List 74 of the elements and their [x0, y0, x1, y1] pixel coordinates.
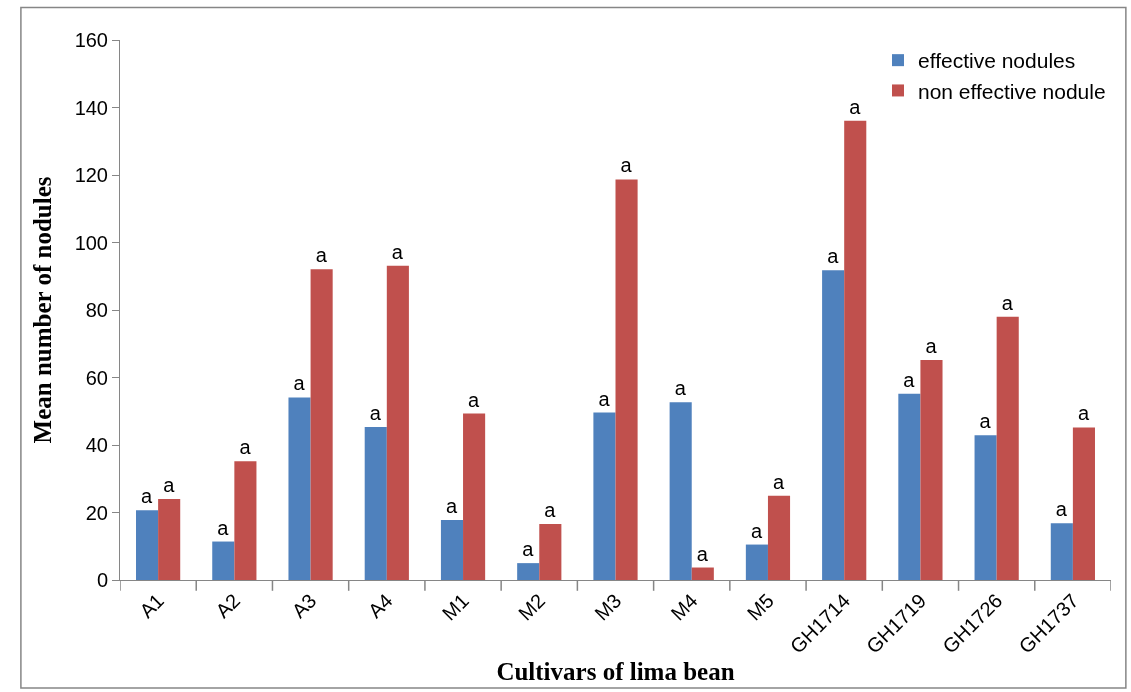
- data-label: a: [827, 245, 840, 268]
- data-label: a: [391, 240, 404, 263]
- data-label: a: [1077, 402, 1090, 425]
- data-label: a: [849, 95, 862, 118]
- y-tick-label: 80: [85, 299, 108, 321]
- bar: [767, 495, 791, 580]
- data-label: a: [598, 387, 611, 410]
- y-tick-label: 140: [74, 96, 108, 119]
- y-tick-label: 60: [85, 366, 108, 389]
- bar: [615, 179, 638, 580]
- x-tick-label: A1: [135, 589, 169, 623]
- data-label: a: [925, 334, 938, 357]
- data-label: a: [1055, 498, 1068, 521]
- x-tick-label: M1: [437, 589, 473, 625]
- y-axis-title: Mean number of nodules: [29, 176, 57, 444]
- bar: [844, 120, 867, 580]
- bar: [745, 544, 768, 580]
- y-tick-label: 120: [74, 164, 108, 186]
- bar: [920, 359, 943, 580]
- x-tick-label: A2: [211, 589, 245, 623]
- x-tick-label: M2: [513, 589, 550, 625]
- bar: [539, 523, 562, 580]
- data-label: a: [163, 474, 176, 496]
- bar: [996, 316, 1019, 580]
- bar: [822, 270, 845, 580]
- data-label: a: [696, 542, 709, 565]
- data-label: a: [445, 494, 458, 517]
- data-label: a: [674, 377, 687, 400]
- data-label: a: [1001, 291, 1014, 314]
- bar: [136, 510, 159, 580]
- x-tick-label: A3: [287, 589, 321, 623]
- data-label: a: [239, 436, 252, 459]
- bar: [440, 519, 464, 580]
- data-label: a: [903, 368, 916, 391]
- bar: [463, 413, 486, 580]
- bar: [364, 427, 387, 580]
- data-label: a: [468, 388, 481, 411]
- x-tick-label: M4: [666, 589, 702, 625]
- bar: [212, 541, 235, 580]
- x-tick-label: A4: [363, 589, 397, 623]
- data-label: a: [773, 470, 786, 493]
- data-label: a: [315, 244, 328, 267]
- bar: [288, 397, 311, 580]
- legend-label: non effective nodule: [918, 79, 1106, 103]
- data-label: a: [293, 372, 306, 395]
- data-label: a: [141, 485, 154, 508]
- data-label: a: [522, 538, 535, 561]
- bar: [898, 393, 921, 580]
- data-label: a: [369, 402, 382, 425]
- y-tick-label: 0: [96, 569, 108, 591]
- data-label: a: [217, 516, 230, 539]
- y-tick-label: 20: [85, 501, 108, 524]
- data-label: a: [620, 154, 633, 177]
- x-axis-title: Cultivars of lima bean: [496, 657, 735, 685]
- bar: [234, 461, 257, 580]
- bar: [1050, 523, 1073, 580]
- bar: [310, 269, 333, 580]
- data-label: a: [750, 519, 763, 542]
- x-tick-label: M5: [742, 589, 778, 625]
- y-tick-label: 160: [74, 29, 108, 51]
- y-tick-label: 40: [85, 434, 108, 456]
- bar: [158, 499, 181, 580]
- bar: [593, 412, 616, 580]
- data-label: a: [979, 410, 992, 433]
- data-label: a: [544, 498, 557, 521]
- legend-label: effective nodules: [918, 49, 1076, 73]
- bar: [1072, 427, 1095, 580]
- bar: [691, 567, 714, 580]
- x-tick-label: M3: [590, 589, 626, 625]
- bar: [974, 435, 997, 580]
- bar: [386, 265, 409, 580]
- bar: [517, 563, 540, 580]
- bar: [669, 402, 692, 580]
- y-tick-label: 100: [74, 231, 108, 254]
